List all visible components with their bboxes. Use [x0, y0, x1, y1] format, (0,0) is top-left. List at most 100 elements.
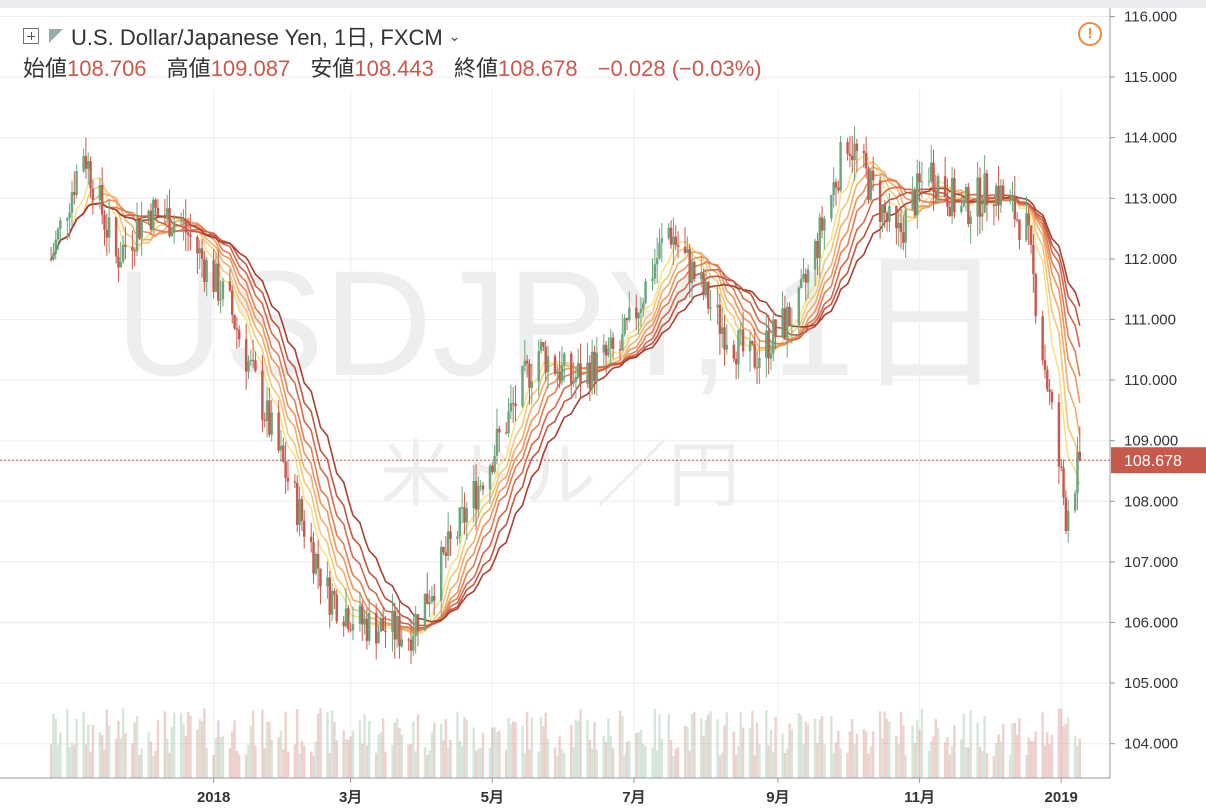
candle-body: [813, 241, 817, 270]
symbol-title-row[interactable]: U.S. Dollar/Japanese Yen, 1日, FXCM ⌄: [23, 20, 460, 52]
volume-bar: [658, 713, 661, 778]
candle-body: [107, 217, 111, 238]
volume-bar: [165, 738, 169, 778]
volume-bar: [495, 731, 499, 778]
change-value: −0.028 (−0.03%): [597, 56, 762, 81]
candle-body: [98, 185, 102, 201]
candle-body: [851, 155, 854, 161]
candle-body: [804, 273, 808, 283]
candle-body: [66, 218, 69, 221]
volume-bar: [674, 748, 677, 778]
candle-body: [230, 290, 234, 315]
candle-body: [460, 507, 464, 509]
candle-body: [593, 351, 596, 381]
candle-body: [895, 206, 898, 229]
candle-body: [1001, 185, 1005, 199]
volume-bar: [135, 716, 139, 778]
candle-body: [147, 210, 150, 220]
volume-bar: [1041, 712, 1044, 778]
candle-body: [114, 217, 118, 257]
candle-body: [75, 171, 78, 195]
volume-bar: [235, 750, 239, 778]
volume-bar: [198, 718, 201, 778]
candle-body: [498, 428, 501, 433]
volume-bar: [755, 722, 759, 778]
candle-body: [878, 180, 882, 222]
candle-body: [913, 191, 917, 216]
volume-bar: [131, 743, 134, 778]
candle-body: [1013, 196, 1017, 220]
candle-body: [316, 553, 320, 569]
price-tick-label: 110.000: [1124, 372, 1177, 389]
candle-body: [718, 304, 722, 334]
volume-bar: [563, 752, 566, 778]
symbol-title[interactable]: U.S. Dollar/Japanese Yen, 1日, FXCM: [71, 25, 443, 50]
candle-body: [491, 465, 494, 472]
volume-bar: [985, 753, 989, 778]
volume-bar: [913, 743, 917, 778]
volume-bar: [456, 711, 459, 778]
candle-body: [911, 191, 914, 210]
volume-bar: [751, 711, 754, 778]
flag-icon: [49, 29, 63, 43]
candle-body: [783, 308, 787, 338]
volume-bar: [98, 732, 102, 778]
candle-body: [676, 245, 680, 247]
candle-body: [739, 329, 742, 331]
candle-body: [263, 419, 266, 421]
candle-body: [781, 308, 784, 337]
volume-bar: [1001, 723, 1005, 778]
candle-body: [342, 621, 345, 627]
candle-body: [588, 362, 592, 389]
volume-bar: [293, 744, 297, 778]
volume-bar: [785, 748, 789, 778]
volume-bar: [133, 722, 136, 778]
candle-body: [377, 631, 380, 644]
candle-body: [609, 337, 612, 349]
candle-body: [997, 185, 1000, 206]
volume-bar: [960, 739, 963, 778]
expand-icon[interactable]: [23, 28, 39, 44]
warning-icon[interactable]: !: [1078, 22, 1102, 46]
volume-bar: [1018, 718, 1021, 778]
volume-bar: [855, 733, 859, 778]
time-tick-label: 2019: [1045, 789, 1078, 806]
candle-body: [1066, 510, 1070, 531]
candle-body: [261, 370, 264, 420]
volume-bar: [1008, 755, 1012, 778]
candle-body: [444, 552, 448, 556]
volume-bar: [463, 716, 466, 778]
volume-bar: [618, 710, 622, 778]
time-tick-label: 2018: [197, 789, 230, 806]
volume-bar: [395, 718, 399, 778]
volume-bar: [818, 719, 821, 778]
time-tick-label: 5月: [481, 789, 504, 806]
candle-body: [902, 232, 905, 243]
volume-bar: [344, 739, 348, 778]
candle-body: [709, 307, 712, 309]
candle-body: [314, 553, 318, 574]
volume-bar: [1060, 708, 1063, 778]
volume-bar: [741, 727, 745, 778]
candle-body: [52, 253, 55, 260]
candle-body: [133, 250, 136, 252]
volume-bar: [639, 729, 643, 778]
candle-body: [363, 618, 366, 625]
candle-body: [734, 358, 738, 365]
volume-bars: [49, 708, 1082, 778]
volume-bar: [439, 724, 443, 778]
candle-body: [1062, 467, 1065, 498]
chevron-down-icon[interactable]: ⌄: [448, 27, 461, 44]
volume-bar: [1066, 717, 1070, 778]
candle-body: [73, 192, 76, 195]
candle-body: [920, 181, 924, 183]
candle-body: [511, 403, 515, 405]
low-value: 108.443: [354, 56, 434, 81]
candle-body: [637, 312, 640, 319]
candle-body: [124, 244, 127, 247]
volume-bar: [384, 751, 387, 778]
volume-bar: [920, 709, 924, 778]
candle-body: [233, 314, 236, 329]
